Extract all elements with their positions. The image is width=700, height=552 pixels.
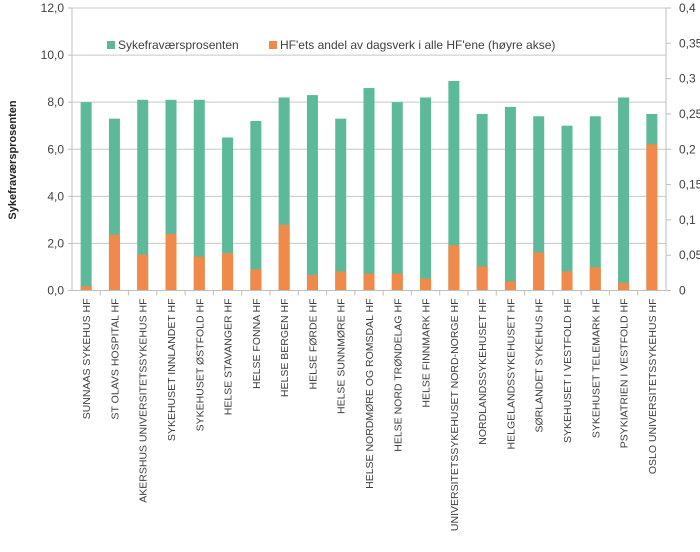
bar-andel (561, 271, 573, 291)
bar-sykefravar (222, 137, 234, 291)
bar-andel (618, 282, 630, 291)
bar-andel (193, 256, 205, 291)
legend-swatch-andel (269, 41, 277, 49)
bar-sykefravar (561, 125, 573, 291)
right-tick-label: 0,15 (679, 178, 700, 192)
left-tick-label: 12,0 (41, 1, 65, 15)
category-label: HELSE SUNNMØRE HF (336, 299, 348, 415)
category-label: HELSE FINNMARK HF (421, 299, 433, 408)
bar-sykefravar (476, 113, 488, 291)
bar-andel (137, 254, 149, 291)
right-tick-label: 0,2 (679, 142, 696, 156)
right-tick-label: 0,05 (679, 248, 700, 262)
bar-sykefravar (420, 97, 432, 291)
category-label: AKERSHUS UNIVERSITETSSYKEHUS HF (138, 299, 150, 503)
category-label: SYKEHUSET INNLANDET HF (166, 299, 178, 442)
category-label: NORDLANDSSYKEHUSET HF (477, 299, 489, 445)
legend-swatch-sykefravar (107, 41, 115, 49)
category-label: SYKEHUSET I VESTFOLD HF (562, 299, 574, 444)
bar-sykefravar (80, 102, 92, 291)
category-label: SØRLANDET SYKEHUS HF (534, 299, 546, 433)
legend-label-andel: HF'ets andel av dagsverk i alle HF'ene (… (280, 38, 555, 52)
right-tick-label: 0,35 (679, 36, 700, 50)
bar-andel (420, 278, 432, 291)
right-tick-label: 0,3 (679, 72, 696, 86)
bar-andel (448, 245, 460, 291)
bar-sykefravar (589, 116, 601, 291)
category-label: HELGELANDSSYKEHUSET HF (505, 299, 517, 450)
bar-sykefravar (533, 116, 545, 291)
category-label: HELSE FØRDE HF (307, 299, 319, 390)
bar-sykefravar (306, 95, 318, 291)
bar-andel (589, 267, 601, 291)
bar-andel (222, 253, 234, 291)
bar-sykefravar (250, 121, 262, 291)
bar-andel (108, 234, 120, 291)
bar-sykefravar (504, 106, 516, 291)
bar-andel (80, 286, 92, 291)
bar-sykefravar (165, 99, 177, 291)
left-tick-label: 8,0 (47, 95, 64, 109)
right-tick-label: 0,4 (679, 1, 696, 15)
legend-background (104, 34, 524, 54)
right-tick-label: 0 (679, 284, 686, 298)
bar-andel (278, 224, 290, 291)
bar-andel (250, 269, 262, 291)
left-tick-label: 2,0 (47, 236, 64, 250)
legend-label-sykefravar: Sykefraværsprosenten (118, 38, 239, 52)
bar-andel (165, 234, 177, 291)
right-tick-label: 0,25 (679, 107, 700, 121)
bar-andel (391, 273, 403, 291)
category-label: SYKEHUSET ØSTFOLD HF (194, 299, 206, 432)
bar-andel (363, 273, 375, 291)
bar-sykefravar (391, 102, 403, 291)
bar-sykefravar (108, 118, 120, 291)
left-tick-label: 4,0 (47, 189, 64, 203)
category-label: HELSE BERGEN HF (279, 299, 291, 398)
category-label: OSLO UNIVERSITETSSYKEHUS HF (647, 299, 659, 475)
bar-andel (476, 266, 488, 291)
category-label: SYKEHUSET TELEMARK HF (590, 299, 602, 439)
category-label: PSYKIATRIEN I VESTFOLD HF (619, 299, 631, 449)
bar-andel (504, 281, 516, 291)
category-label: SUNNAAS SYKEHUS HF (81, 299, 93, 420)
bar-sykefravar (618, 97, 630, 291)
bar-sykefravar (448, 80, 460, 291)
category-label: HELSE STAVANGER HF (223, 299, 235, 416)
left-axis-ticks: 0,0 2,0 4,0 6,0 8,0 10,0 12,0 (41, 1, 72, 298)
bar-sykefravar (335, 118, 347, 291)
bar-sykefravar (137, 99, 149, 291)
left-tick-label: 6,0 (47, 142, 64, 156)
y-axis-title: Sykefraværsprosenten (7, 100, 19, 220)
bar-sykefravar (193, 99, 205, 291)
category-labels: SUNNAAS SYKEHUS HF ST OLAVS HOSPITAL HF AK… (81, 299, 659, 532)
left-tick-label: 0,0 (47, 284, 64, 298)
right-axis-ticks: 0 0,05 0,1 0,15 0,2 0,25 0,3 0,35 0,4 (666, 1, 700, 298)
right-tick-label: 0,1 (679, 213, 696, 227)
bars (80, 80, 658, 291)
bar-sykefravar (278, 97, 290, 291)
category-label: UNIVERSITETSSYKEHUSET NORD-NORGE HF (449, 299, 461, 532)
bar-andel (306, 274, 318, 291)
category-label: HELSE FONNA HF (251, 299, 263, 389)
legend: Sykefraværsprosenten HF'ets andel av dag… (104, 34, 555, 54)
bar-andel (335, 271, 347, 291)
category-label: ST OLAVS HOSPITAL HF (109, 299, 121, 420)
left-tick-label: 10,0 (41, 48, 65, 62)
category-label: HELSE NORDMØRE OG ROMSDAL HF (364, 299, 376, 489)
bar-sykefravar (363, 88, 375, 291)
bar-andel (646, 144, 658, 291)
category-label: HELSE NORD TRØNDELAG HF (392, 299, 404, 452)
bar-andel (533, 252, 545, 291)
